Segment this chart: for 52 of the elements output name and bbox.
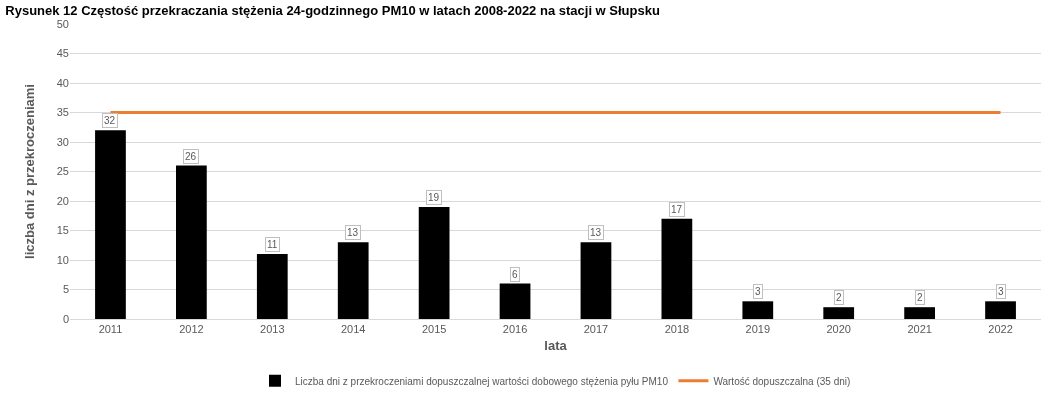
x-tick-label: 2015 <box>421 323 447 336</box>
x-tick-label: 2011 <box>98 323 123 336</box>
bar <box>499 283 531 319</box>
data-label: 32 <box>104 115 116 126</box>
bar <box>823 307 855 319</box>
x-tick-label: 2017 <box>583 323 609 336</box>
chart-title: Rysunek 12 Częstość przekraczania stężenia 24-godzinnego PM10 w latach 2008-2022 na stacji w Słupsku <box>5 3 660 19</box>
x-axis-title: lata <box>544 337 568 353</box>
bar <box>985 301 1016 319</box>
data-label: 3 <box>755 286 761 297</box>
y-tick-label: 35 <box>56 106 69 119</box>
x-tick-label: 2016 <box>502 323 528 336</box>
bar <box>337 242 369 319</box>
legend-label: Liczba dni z przekroczeniami dopuszczalnej wartości dobowego stężenia pyłu PM10 <box>295 375 669 387</box>
bar <box>661 218 693 319</box>
bar <box>176 165 207 319</box>
bar <box>904 307 935 319</box>
bar <box>95 130 126 319</box>
x-tick-label: 2021 <box>907 323 932 336</box>
y-tick-label: 30 <box>56 135 69 148</box>
data-label: 13 <box>347 227 359 238</box>
data-label: 2 <box>917 292 923 303</box>
y-tick-label: 50 <box>56 17 69 30</box>
x-tick-label: 2022 <box>988 323 1013 336</box>
y-tick-label: 15 <box>56 224 69 237</box>
legend-label: Wartość dopuszczalna (35 dni) <box>713 375 851 387</box>
y-tick-label: 5 <box>62 283 69 296</box>
y-tick-label: 10 <box>56 253 69 266</box>
data-label: 26 <box>185 151 197 162</box>
y-tick-label: 0 <box>62 312 69 325</box>
x-tick-label: 2014 <box>340 323 366 336</box>
y-tick-label: 20 <box>56 194 69 207</box>
bar <box>580 242 612 319</box>
y-tick-label: 40 <box>56 76 69 89</box>
data-label: 2 <box>836 292 842 303</box>
data-label: 11 <box>267 239 278 250</box>
x-tick-label: 2012 <box>179 323 204 336</box>
y-axis-title: liczba dni z przekroczeniami <box>22 84 37 259</box>
x-tick-label: 2019 <box>745 323 771 336</box>
data-label: 17 <box>671 204 683 215</box>
x-tick-label: 2020 <box>826 323 851 336</box>
bar <box>418 206 450 319</box>
x-tick-label: 2018 <box>664 323 690 336</box>
y-tick-label: 25 <box>56 165 69 178</box>
bar <box>256 254 288 319</box>
data-label: 3 <box>998 286 1004 297</box>
y-tick-label: 45 <box>56 47 69 60</box>
data-label: 6 <box>512 269 518 280</box>
x-tick-label: 2013 <box>260 323 285 336</box>
data-label: 13 <box>590 227 602 238</box>
bar <box>742 301 774 319</box>
data-label: 19 <box>428 192 440 203</box>
